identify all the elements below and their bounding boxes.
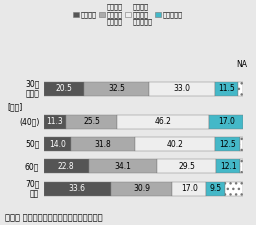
Bar (44, 115, 66, 129)
Bar (240, 137, 243, 151)
Text: 34.1: 34.1 (115, 162, 132, 171)
Bar (44, 137, 71, 151)
Text: 図４： 割高になっても小容量の食品を買う: 図４： 割高になっても小容量の食品を買う (5, 214, 103, 223)
Text: 33.6: 33.6 (69, 184, 86, 193)
Text: 11.5: 11.5 (218, 84, 235, 93)
Text: 29.5: 29.5 (178, 162, 195, 171)
Text: 22.8: 22.8 (58, 162, 74, 171)
Text: 25.5: 25.5 (83, 117, 100, 126)
Text: 20.5: 20.5 (56, 84, 72, 93)
Legend: 「はい」, どちらか
といえば
「はい」, どちらか
といえば
「いいえ」, 「いいえ」: 「はい」, どちらか といえば 「はい」, どちらか といえば 「いいえ」, 「… (73, 3, 183, 25)
Bar (240, 160, 243, 173)
Text: 12.1: 12.1 (220, 162, 237, 171)
Text: [年代]: [年代] (8, 102, 23, 111)
Text: 30.9: 30.9 (133, 184, 150, 193)
Text: 11.3: 11.3 (46, 117, 63, 126)
Bar (215, 82, 238, 96)
Text: 40.2: 40.2 (167, 140, 184, 149)
Bar (135, 137, 215, 151)
Bar (209, 115, 243, 129)
Bar (84, 82, 149, 96)
Text: 32.5: 32.5 (109, 84, 125, 93)
Text: 46.2: 46.2 (155, 117, 172, 126)
Bar (44, 182, 111, 196)
Bar (66, 115, 117, 129)
Bar (89, 160, 157, 173)
Text: NA: NA (236, 60, 247, 69)
Bar (117, 115, 209, 129)
Bar (225, 182, 243, 196)
Bar (215, 137, 240, 151)
Bar (71, 137, 135, 151)
Text: 33.0: 33.0 (174, 84, 191, 93)
Bar (149, 82, 215, 96)
Bar (206, 182, 225, 196)
Bar (238, 82, 243, 96)
Text: 31.8: 31.8 (95, 140, 112, 149)
Bar (157, 160, 216, 173)
Bar (44, 82, 84, 96)
Text: 14.0: 14.0 (49, 140, 66, 149)
Bar (172, 182, 206, 196)
Bar (216, 160, 240, 173)
Text: 17.0: 17.0 (218, 117, 235, 126)
Text: 17.0: 17.0 (181, 184, 198, 193)
Text: 9.5: 9.5 (210, 184, 222, 193)
Text: 12.5: 12.5 (219, 140, 236, 149)
Bar (44, 160, 89, 173)
Bar (111, 182, 172, 196)
